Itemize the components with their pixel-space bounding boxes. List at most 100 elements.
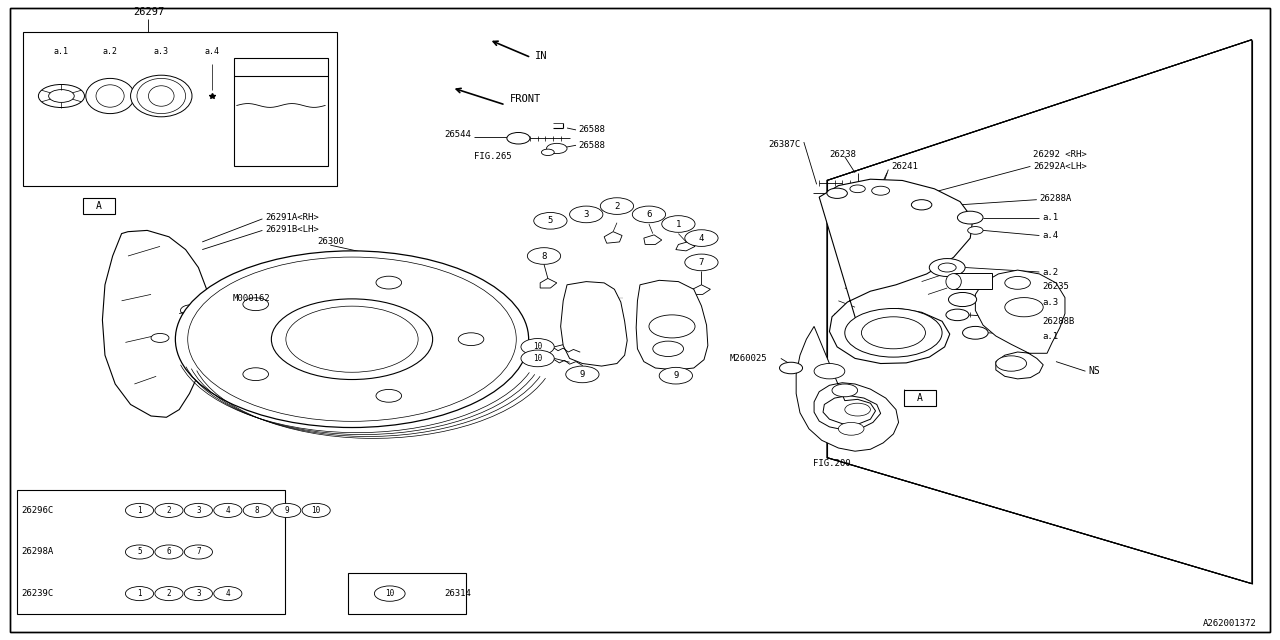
Text: 1: 1 [676, 220, 681, 228]
Text: 5: 5 [137, 547, 142, 557]
Text: a.1: a.1 [1042, 213, 1059, 222]
Polygon shape [796, 326, 899, 451]
Text: 2: 2 [166, 589, 172, 598]
Circle shape [155, 503, 183, 517]
Text: 9: 9 [284, 506, 289, 515]
Text: 26241: 26241 [891, 162, 918, 171]
Text: 26288A: 26288A [1039, 194, 1071, 203]
Circle shape [827, 188, 847, 198]
Bar [17, 490, 285, 614]
Circle shape [271, 299, 433, 380]
Polygon shape [636, 280, 708, 370]
Circle shape [458, 333, 484, 346]
Text: 10: 10 [532, 342, 543, 351]
Text: 4: 4 [225, 506, 230, 515]
Polygon shape [644, 235, 662, 244]
Circle shape [649, 315, 695, 338]
Text: 1: 1 [137, 589, 142, 598]
Text: A262001372: A262001372 [1203, 620, 1257, 628]
Circle shape [838, 422, 864, 435]
Text: 3: 3 [196, 589, 201, 598]
Text: 26296C: 26296C [22, 506, 54, 515]
Circle shape [845, 403, 870, 416]
Circle shape [850, 185, 865, 193]
Text: a.2: a.2 [102, 47, 118, 56]
Bar [954, 273, 992, 289]
Circle shape [180, 305, 204, 316]
Text: 8: 8 [541, 252, 547, 260]
Text: 7: 7 [196, 547, 201, 557]
Circle shape [38, 84, 84, 108]
Circle shape [184, 545, 212, 559]
Circle shape [175, 251, 529, 428]
Circle shape [662, 216, 695, 232]
Circle shape [963, 326, 988, 339]
Text: 26238: 26238 [829, 150, 856, 159]
Circle shape [521, 350, 554, 367]
Circle shape [872, 186, 890, 195]
Bar [83, 198, 115, 214]
Polygon shape [540, 278, 557, 288]
Circle shape [273, 503, 301, 517]
Text: 10: 10 [532, 354, 543, 363]
Text: 26292A<LH>: 26292A<LH> [1033, 162, 1087, 171]
Circle shape [155, 545, 183, 559]
Text: FIG.200: FIG.200 [813, 460, 851, 468]
Text: a.4: a.4 [1042, 231, 1059, 240]
Polygon shape [561, 282, 627, 366]
Text: 26387C: 26387C [768, 140, 800, 148]
Ellipse shape [137, 79, 186, 114]
Text: 26314: 26314 [444, 589, 471, 598]
Circle shape [243, 368, 269, 381]
Text: FRONT: FRONT [509, 94, 540, 104]
Text: 26288B: 26288B [1042, 317, 1074, 326]
Circle shape [155, 586, 183, 600]
Text: 10: 10 [385, 589, 394, 598]
Text: a.4: a.4 [205, 47, 220, 56]
Circle shape [861, 317, 925, 349]
Circle shape [938, 263, 956, 272]
Circle shape [376, 276, 402, 289]
Circle shape [685, 254, 718, 271]
Text: 6: 6 [166, 547, 172, 557]
Text: 1: 1 [137, 506, 142, 515]
Circle shape [832, 384, 858, 397]
Circle shape [125, 586, 154, 600]
Text: 26588: 26588 [579, 141, 605, 150]
Circle shape [968, 227, 983, 234]
Text: 10: 10 [311, 506, 321, 515]
Circle shape [214, 586, 242, 600]
Circle shape [184, 503, 212, 517]
Polygon shape [692, 285, 710, 294]
Polygon shape [819, 179, 973, 364]
Polygon shape [676, 242, 695, 251]
Bar [23, 32, 337, 186]
Text: M260025: M260025 [730, 354, 767, 363]
Bar [904, 390, 936, 406]
Circle shape [996, 356, 1027, 371]
Text: 4: 4 [699, 234, 704, 243]
Circle shape [814, 364, 845, 379]
Circle shape [780, 362, 803, 374]
Circle shape [49, 90, 74, 102]
Circle shape [521, 339, 554, 355]
Circle shape [184, 586, 212, 600]
Circle shape [566, 366, 599, 383]
Circle shape [685, 230, 718, 246]
Circle shape [570, 206, 603, 223]
Circle shape [507, 132, 530, 144]
Circle shape [125, 503, 154, 517]
Ellipse shape [86, 79, 134, 114]
Text: A: A [916, 394, 923, 403]
Polygon shape [102, 230, 211, 417]
Text: 26297: 26297 [133, 6, 164, 17]
Text: 9: 9 [673, 371, 678, 380]
Text: 26292 <RH>: 26292 <RH> [1033, 150, 1087, 159]
Circle shape [374, 586, 404, 602]
Text: a.2: a.2 [1042, 268, 1059, 276]
Circle shape [243, 503, 271, 517]
Text: A: A [96, 202, 102, 211]
Polygon shape [604, 232, 622, 243]
Circle shape [302, 503, 330, 517]
Text: a.1: a.1 [1042, 332, 1059, 340]
